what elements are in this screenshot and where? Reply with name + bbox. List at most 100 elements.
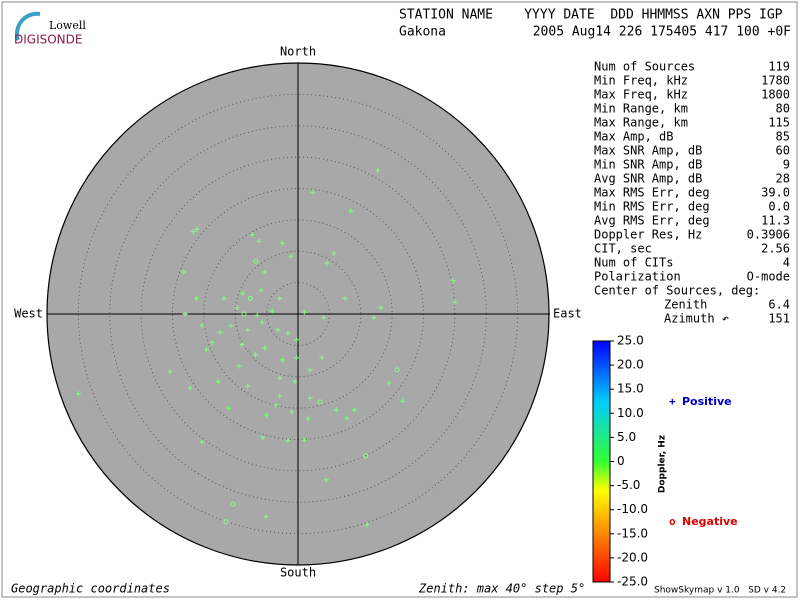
point-positive <box>228 323 234 329</box>
point-negative <box>317 399 323 405</box>
point-positive <box>331 250 337 256</box>
dir-south: South <box>280 566 316 580</box>
point-positive <box>301 309 307 315</box>
point-positive <box>375 167 381 173</box>
info-label: Zenith <box>664 298 707 312</box>
point-positive <box>259 319 265 325</box>
info-value: 2.56 <box>761 242 790 256</box>
point-positive <box>249 232 255 238</box>
header-station: Gakona <box>399 25 446 40</box>
colorbar-tick-label: -15.0 <box>617 526 648 540</box>
plot: North South West East + Positive o Negative <box>14 45 738 580</box>
point-positive <box>269 308 275 314</box>
point-positive <box>277 295 283 301</box>
point-positive <box>182 311 188 317</box>
logo-bottom: DIGISONDE <box>14 33 82 47</box>
point-positive <box>277 393 283 399</box>
info-value: O-mode <box>747 270 790 284</box>
point-positive <box>225 405 231 411</box>
info-value: 9 <box>783 158 790 172</box>
colorbar-tick-label: 10.0 <box>617 406 644 420</box>
point-positive <box>277 375 283 381</box>
colorbar-tick-label: 15.0 <box>617 382 644 396</box>
point-positive <box>221 295 227 301</box>
point-positive <box>252 352 258 358</box>
info-value: 28 <box>776 172 790 186</box>
point-positive <box>262 269 268 275</box>
point-positive <box>294 355 300 361</box>
footer-left: Geographic coordinates <box>11 582 170 596</box>
point-positive <box>319 355 325 361</box>
point-positive <box>305 416 311 422</box>
point-positive <box>371 315 377 321</box>
point-positive <box>285 330 291 336</box>
info-label: Max Freq, kHz <box>594 88 688 102</box>
point-positive <box>263 514 269 520</box>
point-positive <box>279 240 285 246</box>
point-negative <box>363 453 369 459</box>
point-positive <box>262 345 268 351</box>
point-positive <box>292 379 298 385</box>
info-label: Max Range, km <box>594 116 688 130</box>
point-positive <box>203 347 209 353</box>
point-positive <box>217 329 223 335</box>
info-label: Max Amp, dB <box>594 130 673 144</box>
header-labels: STATION NAME YYYY DATE DDD HHMMSS AXN PP… <box>399 8 783 23</box>
point-negative <box>241 311 247 317</box>
info-value: 1800 <box>761 88 790 102</box>
point-positive <box>364 522 370 528</box>
point-positive <box>236 363 242 369</box>
point-positive <box>301 437 307 443</box>
point-positive <box>400 398 406 404</box>
point-positive <box>351 407 357 413</box>
info-center-title: Center of Sources, deg: <box>594 284 760 298</box>
colorbar-label: Doppler, Hz <box>658 435 668 493</box>
info-label: Min Range, km <box>594 102 688 116</box>
info-label: Min SNR Amp, dB <box>594 158 702 172</box>
point-positive <box>310 189 316 195</box>
info-label: Avg RMS Err, deg <box>594 214 710 228</box>
info-label: Avg SNR Amp, dB <box>594 172 702 186</box>
info-label: Max SNR Amp, dB <box>594 144 702 158</box>
info-label: Num of Sources <box>594 60 695 74</box>
point-positive <box>386 380 392 386</box>
colorbar-tick-label: 20.0 <box>617 358 644 372</box>
info-label: CIT, sec <box>594 242 652 256</box>
info-table: Num of Sources 119 Min Freq, kHz 1780 Max Fr… <box>594 60 790 326</box>
point-positive <box>190 229 196 235</box>
header-values: 2005 Aug14 226 175405 417 100 +0F <box>533 25 791 40</box>
point-positive <box>324 260 330 266</box>
point-positive <box>285 438 291 444</box>
point-positive <box>167 369 173 375</box>
dir-north: North <box>280 45 316 59</box>
point-positive <box>344 415 350 421</box>
point-positive <box>194 226 200 232</box>
point-positive <box>215 379 221 385</box>
info-label: Num of CITs <box>594 256 673 270</box>
info-value: 80 <box>776 102 790 116</box>
point-positive <box>75 391 81 397</box>
dir-east: East <box>553 307 582 321</box>
info-value: 0.0 <box>768 200 790 214</box>
point-positive <box>239 342 245 348</box>
colorbar-gradient <box>592 340 611 583</box>
colorbar: 25.0 20.0 15.0 10.0 5.0 0 -5.0 -10.0 -15.0 -20.0 -… <box>592 334 668 589</box>
info-label: Doppler Res, Hz <box>594 228 702 242</box>
point-positive <box>307 367 313 373</box>
point-negative <box>223 519 229 525</box>
point-positive <box>258 287 264 293</box>
point-positive <box>264 412 270 418</box>
point-positive <box>323 477 329 483</box>
point-positive <box>279 357 285 363</box>
point-positive <box>260 435 266 441</box>
info-value: 115 <box>768 116 790 130</box>
point-positive <box>199 439 205 445</box>
info-value: 85 <box>776 130 790 144</box>
point-negative <box>253 258 259 264</box>
point-negative <box>394 367 400 373</box>
info-value: 11.3 <box>761 214 790 228</box>
point-positive <box>452 299 458 305</box>
info-value: 0.3906 <box>747 228 790 242</box>
footer-right: ShowSkymap v 1.0 SD v 4.2 <box>654 586 786 596</box>
